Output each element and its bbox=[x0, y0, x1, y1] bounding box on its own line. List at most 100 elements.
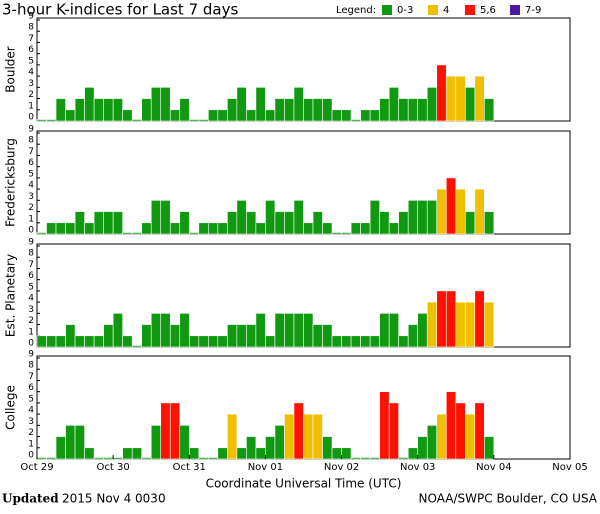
bar bbox=[474, 188, 485, 235]
bar bbox=[198, 457, 209, 460]
bar bbox=[46, 335, 57, 348]
y-tick-label: 8 bbox=[28, 23, 34, 33]
bar bbox=[436, 290, 447, 348]
bar bbox=[484, 436, 495, 460]
bar bbox=[255, 222, 266, 235]
bar bbox=[122, 232, 133, 235]
y-tick-label: 3 bbox=[28, 417, 34, 427]
bar bbox=[141, 98, 152, 122]
y-tick-label: 6 bbox=[28, 271, 34, 281]
bar bbox=[379, 391, 390, 460]
bar bbox=[198, 335, 209, 348]
y-tick-label: 9 bbox=[28, 350, 34, 360]
bar bbox=[436, 64, 447, 122]
y-tick-label: 1 bbox=[28, 214, 34, 224]
bar bbox=[369, 109, 380, 122]
source: NOAA/SWPC Boulder, CO USA bbox=[419, 492, 598, 506]
bar bbox=[217, 109, 228, 122]
bar bbox=[160, 200, 171, 235]
bar bbox=[160, 402, 171, 460]
bar bbox=[274, 425, 285, 460]
bar bbox=[436, 413, 447, 460]
bar bbox=[236, 324, 247, 348]
bar bbox=[341, 232, 352, 235]
bar bbox=[246, 436, 257, 460]
bar bbox=[331, 232, 342, 235]
legend-swatch bbox=[510, 5, 520, 15]
bar bbox=[331, 109, 342, 122]
bar bbox=[350, 457, 361, 460]
bar bbox=[284, 211, 295, 235]
bar bbox=[160, 313, 171, 348]
bar bbox=[141, 222, 152, 235]
bar bbox=[274, 98, 285, 122]
bar bbox=[169, 324, 181, 348]
y-tick-label: 8 bbox=[28, 249, 34, 259]
bar bbox=[46, 119, 57, 122]
bar bbox=[84, 447, 95, 460]
y-axis-label: College bbox=[4, 385, 18, 430]
y-tick-label: 5 bbox=[28, 169, 34, 179]
bar bbox=[265, 200, 276, 235]
y-tick-label: 1 bbox=[28, 101, 34, 111]
bar bbox=[360, 222, 371, 235]
bar bbox=[484, 98, 495, 122]
bar bbox=[198, 222, 209, 235]
bar bbox=[246, 324, 257, 348]
bar bbox=[455, 402, 466, 460]
bar bbox=[474, 75, 485, 122]
bar bbox=[255, 87, 266, 122]
bar bbox=[131, 345, 142, 348]
bar bbox=[407, 447, 419, 460]
legend-label: 5,6 bbox=[480, 5, 496, 16]
bar bbox=[407, 98, 419, 122]
bar bbox=[465, 211, 476, 235]
bar bbox=[65, 425, 76, 460]
bar bbox=[455, 75, 466, 122]
bar bbox=[179, 98, 190, 122]
bar bbox=[103, 211, 114, 235]
bar bbox=[150, 313, 162, 348]
y-tick-label: 4 bbox=[28, 406, 34, 416]
y-tick-label: 2 bbox=[28, 428, 34, 438]
bar bbox=[112, 457, 123, 460]
bar bbox=[84, 222, 95, 235]
bar bbox=[188, 335, 200, 348]
bar bbox=[331, 335, 342, 348]
bar bbox=[74, 335, 85, 348]
bar bbox=[208, 109, 219, 122]
bar bbox=[122, 335, 133, 348]
chart-title: 3-hour K-indices for Last 7 days bbox=[2, 1, 238, 19]
bar bbox=[208, 457, 219, 460]
bar bbox=[84, 335, 95, 348]
bar bbox=[265, 436, 276, 460]
bar bbox=[445, 177, 457, 235]
bar bbox=[150, 200, 162, 235]
bar bbox=[426, 200, 438, 235]
y-tick-label: 4 bbox=[28, 294, 34, 304]
bar bbox=[150, 87, 162, 122]
y-tick-label: 5 bbox=[28, 394, 34, 404]
bar bbox=[407, 200, 419, 235]
bar bbox=[103, 457, 114, 460]
bar bbox=[217, 335, 228, 348]
bar bbox=[369, 200, 380, 235]
bar bbox=[274, 211, 285, 235]
bar bbox=[93, 211, 104, 235]
bar bbox=[36, 335, 47, 348]
bar bbox=[350, 222, 361, 235]
bar bbox=[417, 313, 428, 348]
y-tick-label: 7 bbox=[28, 34, 34, 44]
bar bbox=[179, 313, 190, 348]
bar bbox=[65, 222, 76, 235]
bar bbox=[169, 402, 181, 460]
bar bbox=[360, 457, 371, 460]
bar bbox=[398, 335, 409, 348]
bar bbox=[322, 222, 333, 235]
bar bbox=[284, 413, 295, 460]
bar bbox=[150, 425, 162, 460]
bar bbox=[93, 457, 104, 460]
bar bbox=[407, 324, 419, 348]
y-tick-label: 0 bbox=[28, 226, 34, 236]
bar bbox=[160, 87, 171, 122]
